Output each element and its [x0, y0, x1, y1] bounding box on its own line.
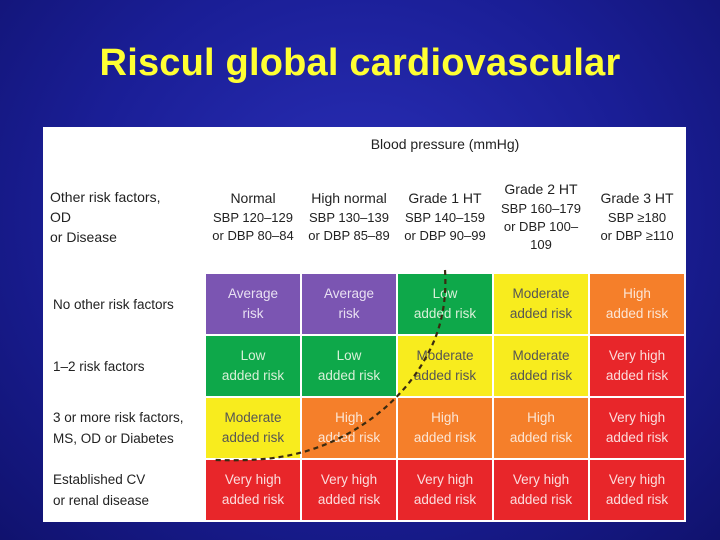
column-sbp: SBP 120–129: [213, 209, 293, 225]
corner-header: Other risk factors, OD or Disease: [44, 159, 206, 274]
column-title: Grade 1 HT: [408, 189, 482, 206]
risk-cell: Moderate added risk: [204, 396, 302, 460]
risk-cell: High added risk: [587, 272, 687, 336]
column-header-normal: Normal SBP 120–129 or DBP 80–84: [204, 159, 302, 274]
risk-cell: High added risk: [300, 396, 398, 460]
column-title: High normal: [311, 189, 387, 206]
column-header-grade-2: Grade 2 HT SBP 160–179 or DBP 100–109: [492, 159, 590, 274]
column-header-high-normal: High normal SBP 130–139 or DBP 85–89: [300, 159, 398, 274]
risk-cell: Average risk: [300, 272, 398, 336]
risk-table: Blood pressure (mmHg) Other risk factors…: [43, 127, 687, 522]
risk-cell: Low added risk: [204, 334, 302, 398]
column-dbp: or DBP 90–99: [404, 227, 486, 243]
column-title: Normal: [230, 189, 276, 206]
column-sbp: SBP 140–159: [405, 209, 485, 225]
risk-stratification-table: Blood pressure (mmHg) Other risk factors…: [43, 127, 687, 522]
risk-cell: Very high added risk: [300, 458, 398, 522]
row-label: 1–2 risk factors: [43, 334, 206, 398]
column-dbp: or DBP 80–84: [212, 227, 294, 243]
table-row: No other risk factors Average risk Averag…: [43, 272, 687, 336]
risk-cell: Very high added risk: [204, 458, 302, 522]
risk-cell: Very high added risk: [587, 334, 687, 398]
risk-cell: Moderate added risk: [492, 272, 590, 336]
column-header-grade-3: Grade 3 HT SBP ≥180 or DBP ≥110: [588, 159, 687, 274]
row-label: No other risk factors: [43, 272, 206, 336]
column-title: Grade 3 HT: [600, 189, 674, 206]
corner-line-1: Other risk factors,: [50, 188, 161, 205]
risk-cell: Very high added risk: [492, 458, 590, 522]
corner-line-3: or Disease: [50, 228, 117, 245]
column-dbp: or DBP 100–109: [503, 218, 579, 252]
risk-cell: Very high added risk: [396, 458, 494, 522]
column-dbp: or DBP 85–89: [308, 227, 390, 243]
risk-cell: Moderate added risk: [492, 334, 590, 398]
table-row: 1–2 risk factors Low added risk Low added …: [43, 334, 687, 398]
column-title: Grade 2 HT: [504, 180, 578, 197]
column-dbp: or DBP ≥110: [600, 227, 674, 243]
blood-pressure-header: Blood pressure (mmHg): [203, 127, 687, 161]
column-sbp: SBP 160–179: [501, 200, 581, 216]
column-sbp: SBP 130–139: [309, 209, 389, 225]
risk-cell: High added risk: [396, 396, 494, 460]
risk-cell: Moderate added risk: [396, 334, 494, 398]
column-header-grade-1: Grade 1 HT SBP 140–159 or DBP 90–99: [396, 159, 494, 274]
risk-cell: Average risk: [204, 272, 302, 336]
column-sbp: SBP ≥180: [607, 209, 667, 225]
risk-cell: Low added risk: [396, 272, 494, 336]
corner-line-2: OD: [50, 208, 71, 225]
risk-cell: Very high added risk: [587, 396, 687, 460]
row-label: Established CV or renal disease: [43, 458, 206, 522]
row-label: 3 or more risk factors, MS, OD or Diabete…: [43, 396, 206, 460]
slide-title: Riscul global cardiovascular: [99, 42, 621, 84]
risk-cell: High added risk: [492, 396, 590, 460]
table-row: Established CV or renal disease Very high…: [43, 458, 687, 522]
risk-cell: Very high added risk: [587, 458, 687, 522]
risk-cell: Low added risk: [300, 334, 398, 398]
table-row: 3 or more risk factors, MS, OD or Diabete…: [43, 396, 687, 460]
